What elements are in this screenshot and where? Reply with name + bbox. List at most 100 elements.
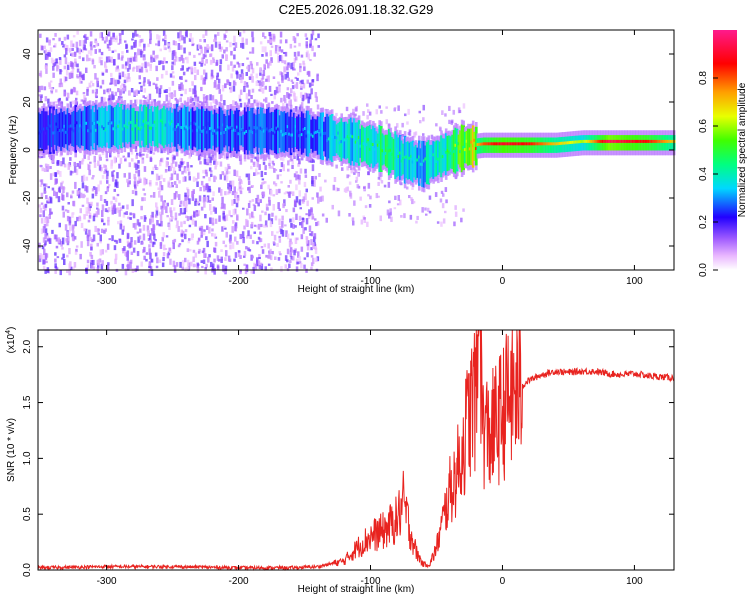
ridge-core <box>631 139 635 143</box>
spectrogram-speckle <box>288 263 291 268</box>
ridge-core <box>652 139 655 143</box>
spectrogram-speckle <box>211 217 215 224</box>
spectrogram-speckle <box>177 98 181 102</box>
spectrogram-speckle <box>213 247 216 253</box>
spectrogram-speckle <box>200 86 203 92</box>
spectrogram-speckle <box>305 218 309 225</box>
spectrogram-speckle <box>234 252 238 258</box>
ridge-core <box>294 125 298 129</box>
ridge-core <box>364 139 367 143</box>
spectrogram-speckle <box>78 55 81 59</box>
ridge-core <box>101 125 104 129</box>
spectrogram-speckle <box>220 259 223 263</box>
spectrogram-speckle <box>166 253 170 259</box>
spectrogram-speckle <box>240 69 244 74</box>
spectrogram-speckle <box>134 184 137 189</box>
spectrogram-speckle <box>234 42 238 48</box>
ridge-core <box>603 139 606 143</box>
ridge-core <box>280 129 283 133</box>
spectrogram-speckle <box>152 192 156 198</box>
spectrogram-speckle <box>61 180 64 184</box>
spectrogram-speckle <box>214 236 218 239</box>
spectrogram-speckle <box>51 187 55 191</box>
spectrogram-speckle <box>290 88 293 93</box>
spectrogram-speckle <box>160 195 163 202</box>
spectrogram-speckle <box>182 71 186 76</box>
spectrogram-speckle <box>141 62 144 67</box>
ridge-core <box>167 120 171 124</box>
ridge-core <box>644 139 647 143</box>
spectrogram-speckle <box>227 64 230 71</box>
spectrogram-speckle <box>214 158 217 163</box>
spectrogram-speckle <box>165 94 168 102</box>
spectrogram-speckle <box>293 98 297 102</box>
spectrogram-speckle <box>198 248 201 252</box>
spectrogram-speckle <box>68 248 71 255</box>
ridge-band <box>307 110 310 157</box>
spectrogram-speckle <box>279 174 282 177</box>
spectrogram-speckle <box>143 88 147 93</box>
spectrogram-speckle <box>46 55 49 60</box>
ridge-band <box>137 111 141 141</box>
spectrogram-speckle <box>284 51 288 57</box>
spectrogram-speckle <box>155 209 159 216</box>
spectrogram-speckle <box>101 79 105 85</box>
spectrogram-speckle <box>213 258 216 263</box>
ridge-band <box>408 142 412 179</box>
spectrogram-speckle <box>256 257 259 265</box>
spectrogram-speckle <box>269 61 272 66</box>
spectrogram-speckle <box>324 108 327 112</box>
spectrogram-speckle <box>250 95 253 99</box>
spectrogram-speckle <box>272 241 276 245</box>
spectrogram-speckle <box>264 266 267 271</box>
spectrogram-speckle <box>283 95 286 102</box>
spectrogram-speckle <box>140 66 144 73</box>
spectrogram-speckle <box>385 119 388 125</box>
ridge-core <box>525 142 529 146</box>
spectrogram-speckle <box>310 266 313 270</box>
ridge-core <box>212 131 215 135</box>
spectrogram-speckle <box>174 56 178 62</box>
ridge-band <box>463 131 467 164</box>
ridge-core <box>403 155 407 159</box>
colorbar: 0.00.20.40.60.8 Normalized spectral ampl… <box>698 30 748 277</box>
ridge-core <box>207 122 210 126</box>
spectrogram-speckle <box>254 263 258 271</box>
spectrogram-speckle <box>135 99 139 105</box>
spectrogram-speckle <box>42 226 46 233</box>
spectrogram-speckle <box>197 154 201 161</box>
spectrogram-speckle <box>91 193 95 199</box>
spectrogram-speckle <box>146 95 150 101</box>
spectrogram-speckle <box>267 263 271 266</box>
spectrogram-speckle <box>236 61 239 65</box>
spectrogram-speckle <box>203 229 206 232</box>
spectrogram-speckle <box>262 191 266 197</box>
spectrogram-speckle <box>86 234 90 241</box>
ridge-band <box>384 134 388 167</box>
spectrogram-speckle <box>450 120 454 125</box>
spectrogram-speckle <box>296 153 299 161</box>
spectrogram-speckle <box>130 241 133 248</box>
spectrogram-speckle <box>246 57 249 60</box>
spectrogram-speckle <box>128 90 131 96</box>
spectrogram-speckle <box>312 257 315 264</box>
spectrogram-speckle <box>156 34 159 40</box>
ridge-band <box>321 112 324 161</box>
ridge-band <box>158 110 161 144</box>
spectrogram-speckle <box>250 165 253 170</box>
spectrogram-speckle <box>124 40 127 43</box>
spectrogram-speckle <box>228 258 232 262</box>
spectrogram-speckle <box>212 57 215 60</box>
spectrogram-speckle <box>91 177 94 180</box>
spectrogram-speckle <box>71 224 75 231</box>
spectrogram-speckle <box>367 182 371 189</box>
spectrogram-speckle <box>300 262 303 269</box>
spectrogram-speckle <box>153 233 156 240</box>
spectrogram-speckle <box>275 189 279 195</box>
spectrogram-speckle <box>180 68 183 71</box>
ridge-core <box>351 135 355 139</box>
spectrogram-speckle <box>194 252 198 258</box>
spectrogram-speckle <box>85 207 88 213</box>
spectrogram-speckle <box>252 203 256 206</box>
spectrogram-speckle <box>256 194 260 202</box>
